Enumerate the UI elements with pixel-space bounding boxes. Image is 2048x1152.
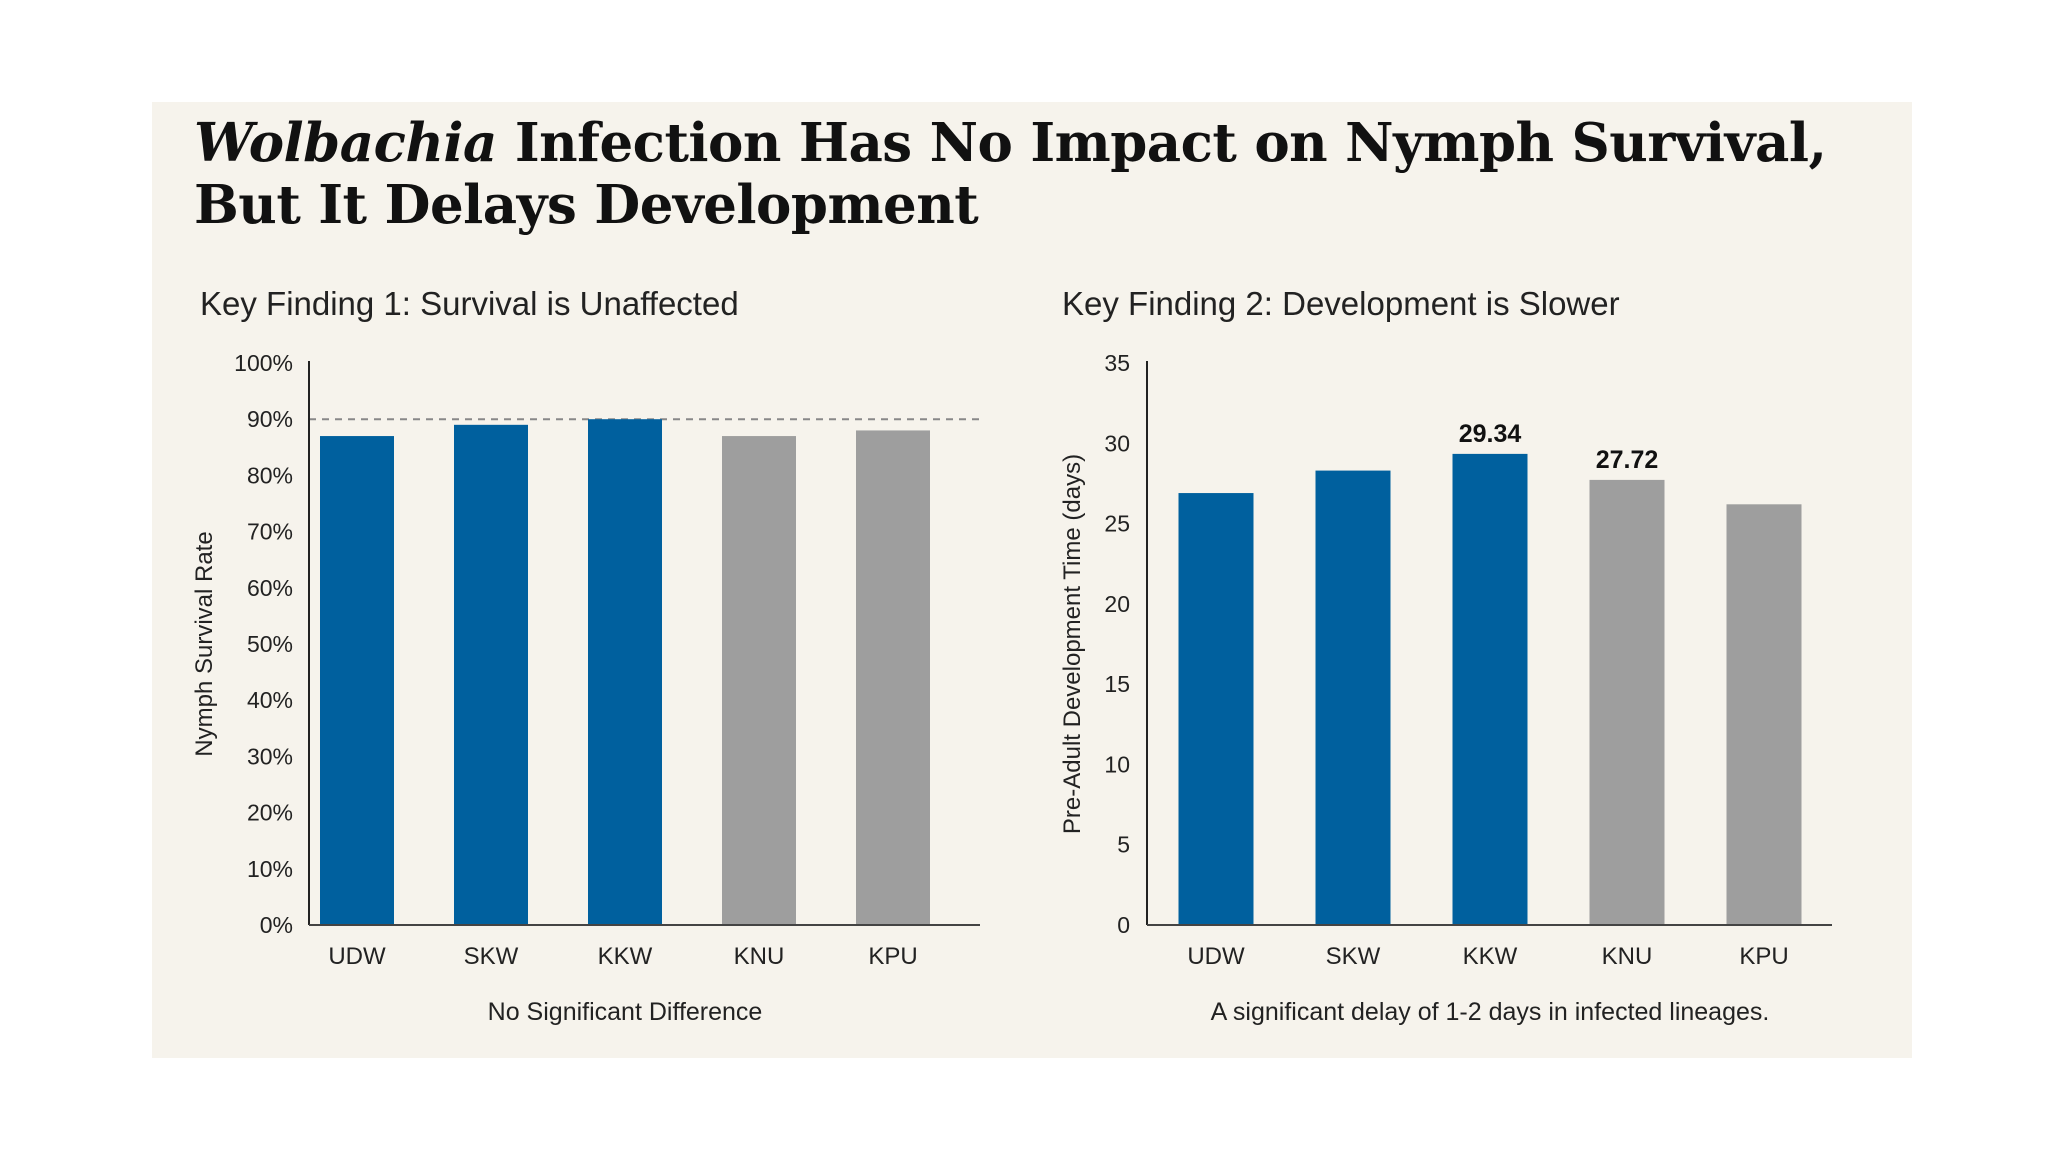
chart2-x-tick-label: KKW xyxy=(1463,943,1518,970)
chart1-y-tick-label: 100% xyxy=(234,350,293,376)
chart2-y-tick-label: 15 xyxy=(1104,671,1130,697)
title-rest: Infection Has No Impact on Nymph Surviva… xyxy=(194,112,1827,236)
chart1-subtitle: Key Finding 1: Survival is Unaffected xyxy=(200,285,739,322)
chart1-x-tick-label: KNU xyxy=(734,943,785,970)
chart2-caption: A significant delay of 1-2 days in infec… xyxy=(1211,998,1770,1026)
chart1-x-tick-label: KPU xyxy=(868,943,917,970)
chart2-bar-udw xyxy=(1178,493,1254,925)
chart1-y-tick-label: 0% xyxy=(260,912,293,938)
chart1-y-tick-label: 30% xyxy=(247,743,293,769)
chart1-y-tick-label: 20% xyxy=(247,800,293,826)
chart2-x-tick-label: UDW xyxy=(1187,943,1245,970)
chart2-data-label: 27.72 xyxy=(1596,446,1659,474)
chart2-y-tick-label: 0 xyxy=(1117,912,1130,938)
chart2-bar-kkw xyxy=(1452,453,1528,925)
figure-title: Wolbachia Infection Has No Impact on Nym… xyxy=(194,112,1894,236)
chart1-bar-kkw xyxy=(588,419,662,925)
chart1-y-tick-label: 60% xyxy=(247,575,293,601)
title-italic: Wolbachia xyxy=(194,112,497,174)
chart2-x-tick-label: KNU xyxy=(1602,943,1653,970)
chart1-bar-knu xyxy=(722,436,796,925)
chart2-y-tick-label: 20 xyxy=(1104,591,1130,617)
chart1-y-axis-label: Nymph Survival Rate xyxy=(191,531,218,756)
chart1-y-tick-label: 80% xyxy=(247,462,293,488)
chart2-y-tick-label: 35 xyxy=(1104,350,1130,376)
chart1-y-tick-label: 10% xyxy=(247,856,293,882)
chart1-bar-skw xyxy=(454,424,528,925)
chart1-x-tick-label: SKW xyxy=(464,943,519,970)
chart2-bar-knu xyxy=(1589,479,1665,925)
chart2-y-tick-label: 5 xyxy=(1117,832,1130,858)
chart1-y-tick-label: 40% xyxy=(247,687,293,713)
chart2-y-axis-label: Pre-Adult Development Time (days) xyxy=(1059,454,1086,834)
chart1-y-tick-label: 50% xyxy=(247,631,293,657)
chart2-x-tick-label: SKW xyxy=(1326,943,1381,970)
chart1-y-tick-label: 90% xyxy=(247,406,293,432)
chart2-x-tick-label: KPU xyxy=(1739,943,1788,970)
chart1-y-tick-label: 70% xyxy=(247,519,293,545)
chart1-x-tick-label: KKW xyxy=(598,943,653,970)
chart2-y-tick-label: 30 xyxy=(1104,430,1130,456)
chart2-y-tick-label: 10 xyxy=(1104,751,1130,777)
chart1-caption: No Significant Difference xyxy=(488,998,763,1026)
chart2-y-tick-label: 25 xyxy=(1104,511,1130,537)
chart1-bar-udw xyxy=(320,436,394,925)
chart1-x-tick-label: UDW xyxy=(328,943,386,970)
chart2-data-label: 29.34 xyxy=(1459,420,1522,448)
chart2-subtitle: Key Finding 2: Development is Slower xyxy=(1062,285,1620,322)
chart2-bar-skw xyxy=(1315,470,1391,925)
chart1-bar-kpu xyxy=(856,430,930,925)
chart2-bar-kpu xyxy=(1726,504,1802,925)
